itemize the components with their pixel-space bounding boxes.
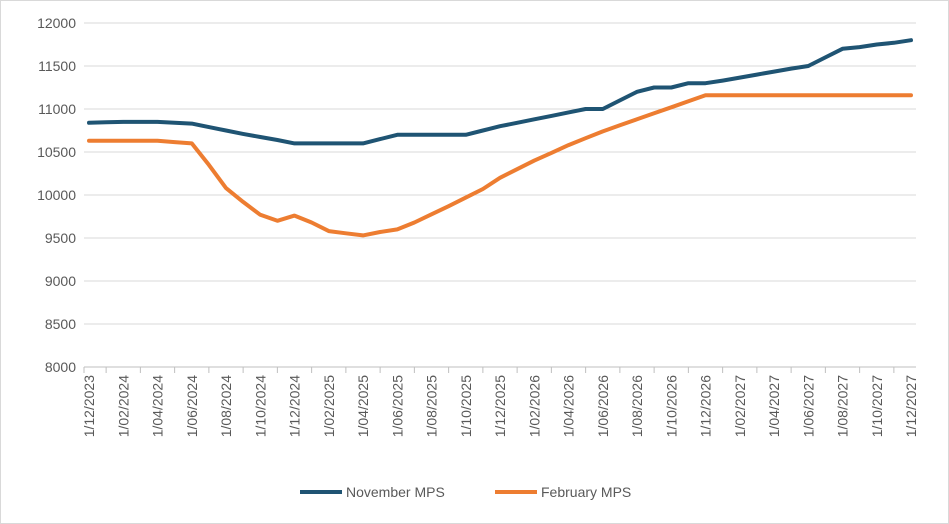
series-line-0 <box>87 38 913 146</box>
legend: November MPS February MPS <box>300 484 631 500</box>
y-tick-label: 8000 <box>45 359 76 375</box>
x-tick-label: 1/04/2025 <box>355 375 371 437</box>
x-axis-ticks <box>83 367 895 373</box>
x-tick-label: 1/12/2026 <box>698 375 714 437</box>
y-tick-label: 9500 <box>45 230 76 246</box>
x-tick-label: 1/10/2027 <box>869 375 885 437</box>
x-tick-label: 1/06/2026 <box>595 375 611 437</box>
x-tick-label: 1/12/2023 <box>81 375 97 437</box>
x-tick-label: 1/06/2024 <box>184 375 200 437</box>
x-tick-label: 1/02/2026 <box>526 375 542 437</box>
x-tick-label: 1/12/2025 <box>492 375 508 437</box>
x-tick-label: 1/06/2025 <box>389 375 405 437</box>
legend-label: February MPS <box>541 484 631 500</box>
y-tick-label: 11500 <box>38 58 76 74</box>
x-tick-label: 1/12/2027 <box>903 375 919 437</box>
y-tick-label: 10000 <box>37 187 76 203</box>
gridlines <box>84 22 916 368</box>
x-tick-label: 1/08/2024 <box>218 375 234 437</box>
x-tick-label: 1/02/2024 <box>115 375 131 437</box>
y-tick-label: 10500 <box>37 144 76 160</box>
x-tick-label: 1/06/2027 <box>800 375 816 437</box>
series-line-1 <box>87 93 913 238</box>
x-tick-label: 1/02/2027 <box>732 375 748 437</box>
x-tick-label: 1/08/2027 <box>835 375 851 437</box>
y-tick-label: 8500 <box>45 316 76 332</box>
series-lines <box>87 38 913 238</box>
x-tick-label: 1/08/2026 <box>629 375 645 437</box>
x-tick-label: 1/04/2026 <box>561 375 577 437</box>
y-tick-label: 9000 <box>45 273 76 289</box>
x-tick-label: 1/04/2024 <box>150 375 166 437</box>
x-tick-label: 1/10/2025 <box>458 375 474 437</box>
x-axis-labels: 1/12/2023 1/02/2024 1/04/2024 1/06/2024 1/08… <box>81 375 919 437</box>
x-tick-label: 1/12/2024 <box>287 375 303 437</box>
y-axis-labels: 12000 11500 11000 10500 10000 9500 9000 8500 800… <box>37 15 76 375</box>
x-tick-label: 1/10/2026 <box>663 375 679 437</box>
x-tick-label: 1/04/2027 <box>766 375 782 437</box>
y-tick-label: 12000 <box>37 15 76 31</box>
y-tick-label: 11000 <box>38 101 76 117</box>
x-tick-label: 1/02/2025 <box>321 375 337 437</box>
x-tick-label: 1/08/2025 <box>424 375 440 437</box>
x-tick-label: 1/10/2024 <box>252 375 268 437</box>
legend-label: November MPS <box>346 484 445 500</box>
